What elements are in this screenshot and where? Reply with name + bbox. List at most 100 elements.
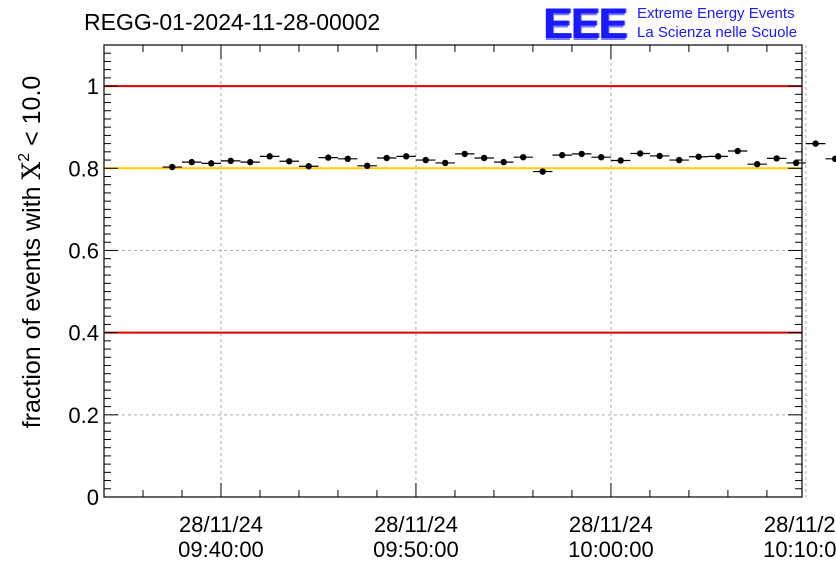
x-tick-label-date: 28/11/24 [179, 512, 263, 537]
data-point-marker [305, 163, 312, 170]
data-point [532, 168, 553, 175]
x-tick-label-date: 28/11/24 [374, 512, 458, 537]
brand-line-2: La Scienza nelle Scuole [637, 24, 798, 41]
data-point [376, 154, 397, 162]
data-point [727, 147, 748, 155]
data-point [318, 154, 338, 161]
x-tick-label-date: 28/11/24 [764, 512, 836, 537]
x-tick-labels: 28/11/2409:40:0028/11/2409:50:0028/11/24… [178, 512, 836, 562]
data-point-marker [461, 150, 468, 158]
data-point-marker [578, 150, 585, 158]
data-point-marker [286, 158, 293, 165]
data-point [591, 153, 611, 161]
data-point-marker [403, 153, 410, 160]
data-point [415, 156, 436, 164]
x-tick-label-time: 09:50:00 [373, 537, 459, 562]
data-point [435, 159, 455, 167]
data-point [162, 163, 182, 171]
reference-lines [104, 85, 802, 334]
data-point-marker [364, 162, 371, 170]
data-point-marker [442, 159, 449, 167]
data-point-marker [773, 155, 780, 162]
data-point-marker [422, 156, 429, 164]
data-point-marker [812, 140, 819, 147]
brand-line-1: Extreme Energy Events [637, 5, 795, 22]
y-axis-label-suffix: < 10.0 [18, 76, 46, 153]
data-point [259, 153, 280, 160]
y-axis-label-symbol: X [17, 162, 46, 180]
data-point [181, 158, 202, 166]
data-point [396, 153, 416, 160]
data-point [688, 153, 709, 160]
data-point [298, 163, 319, 170]
data-point-marker [597, 153, 605, 161]
y-tick-label: 0 [87, 485, 99, 510]
data-point-marker [247, 158, 254, 166]
data-point-marker [188, 158, 195, 166]
x-tick-label-time: 09:40:00 [178, 537, 264, 562]
data-point-marker [169, 163, 176, 171]
eee-logo: EEE [543, 0, 627, 48]
data-points [162, 140, 836, 175]
data-point [279, 158, 299, 165]
data-point-marker [480, 154, 488, 162]
data-point [610, 157, 631, 164]
data-point [649, 152, 670, 160]
data-point-marker [714, 153, 722, 160]
y-axis-label-exponent: 2 [16, 153, 33, 162]
data-point-marker [753, 160, 761, 168]
y-tick-label: 0.4 [68, 321, 99, 346]
data-point-marker [636, 150, 644, 157]
data-point [474, 154, 494, 162]
data-point-marker [656, 152, 663, 160]
data-point-marker [519, 153, 527, 161]
data-point-marker [266, 153, 273, 160]
data-point [708, 153, 728, 160]
data-point-marker [617, 157, 624, 164]
data-point-marker [734, 147, 741, 155]
data-point [805, 140, 826, 147]
data-point [357, 162, 377, 170]
data-point-marker [675, 156, 683, 164]
y-tick-label: 0.8 [68, 156, 99, 181]
data-point [337, 155, 358, 163]
data-point [240, 158, 260, 166]
y-axis-label: fraction of events with X2 < 10.0 [16, 76, 46, 429]
data-point-marker [539, 168, 546, 175]
y-tick-label: 0.6 [68, 238, 99, 263]
data-point-marker [325, 154, 332, 161]
data-point-marker [227, 157, 234, 165]
data-point [220, 157, 241, 165]
data-point [630, 150, 650, 157]
data-point-marker [695, 153, 702, 160]
grid-lines [104, 45, 807, 497]
y-tick-labels: 0 0.2 0.4 0.6 0.8 1 [68, 74, 99, 510]
data-point [669, 156, 689, 164]
x-tick-label-time: 10:10:00 [763, 537, 836, 562]
y-tick-label: 0.2 [68, 403, 99, 428]
data-point [766, 155, 787, 162]
data-point [786, 159, 806, 167]
data-point-marker [792, 159, 800, 167]
data-point [493, 158, 514, 166]
data-point [454, 150, 475, 158]
data-point [747, 160, 767, 168]
data-point-marker [831, 155, 836, 163]
data-point-marker [208, 160, 215, 167]
data-point [201, 160, 221, 167]
data-point-marker [344, 155, 351, 163]
y-tick-label: 1 [87, 74, 99, 99]
x-tick-label-date: 28/11/24 [569, 512, 653, 537]
data-point-marker [558, 151, 566, 159]
data-point-marker [500, 158, 507, 166]
data-point [571, 150, 592, 158]
y-axis-label-prefix: fraction of events with [18, 180, 46, 429]
data-point-marker [383, 154, 390, 162]
data-point [552, 151, 572, 159]
data-point [825, 155, 836, 163]
chart-title: REGG-01-2024-11-28-00002 [84, 9, 381, 35]
plot-frame [103, 44, 803, 498]
brand-text: Extreme Energy Events La Scienza nelle S… [637, 4, 797, 42]
axis-ticks [103, 44, 802, 498]
